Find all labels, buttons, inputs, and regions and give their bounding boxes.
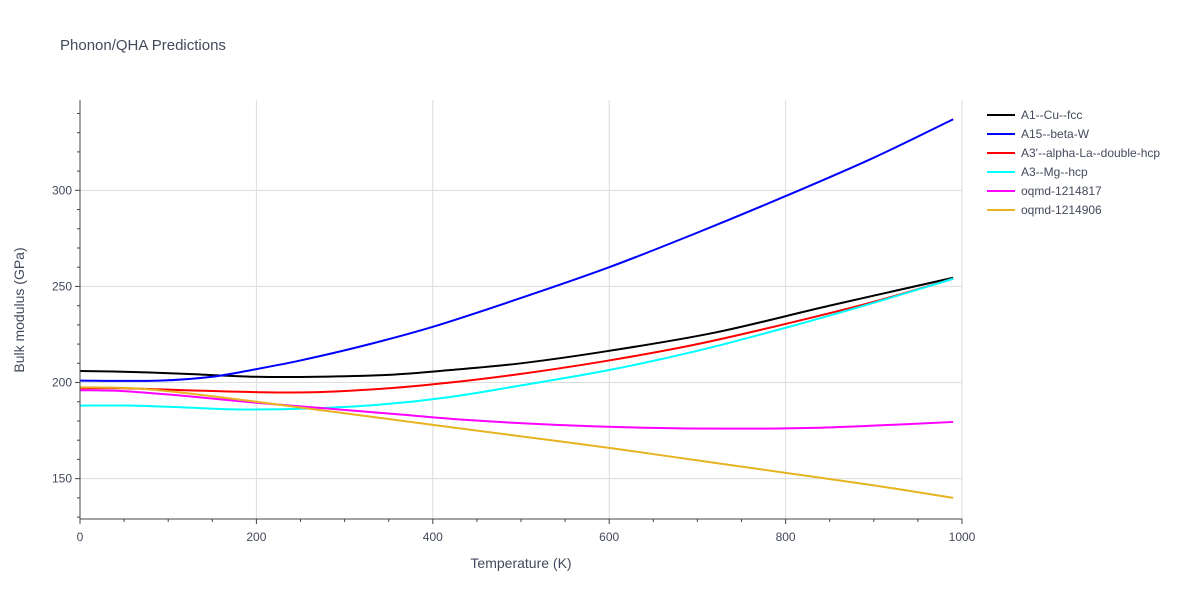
y-tick-label: 300 <box>52 183 72 197</box>
y-tick-label: 150 <box>52 472 72 486</box>
series-lines <box>79 118 954 499</box>
legend-item-a3-alpha-la-double-hcp[interactable]: A3'--alpha-La--double-hcp <box>987 146 1160 160</box>
x-axis-title: Temperature (K) <box>470 555 571 571</box>
chart-title: Phonon/QHA Predictions <box>60 37 226 54</box>
legend-item-a1-cu-fcc[interactable]: A1--Cu--fcc <box>987 108 1082 122</box>
legend-item-oqmd-1214817[interactable]: oqmd-1214817 <box>987 184 1102 198</box>
grid-lines <box>80 100 963 519</box>
x-tick-label: 1000 <box>949 530 976 544</box>
axes <box>75 100 963 524</box>
legend-label: A3'--alpha-La--double-hcp <box>1021 146 1160 160</box>
legend-label: A1--Cu--fcc <box>1021 108 1082 122</box>
legend-label: oqmd-1214817 <box>1021 184 1102 198</box>
series-line-oqmd-1214817 <box>79 389 954 430</box>
series-line-oqmd-1214906 <box>79 386 954 499</box>
series-line-a1-cu-fcc <box>79 276 954 379</box>
tick-labels: 0 200 400 600 800 1000 150 200 250 300 <box>52 183 976 544</box>
legend-item-a15-beta-w[interactable]: A15--beta-W <box>987 127 1090 141</box>
legend-label: A15--beta-W <box>1021 127 1090 141</box>
legend-label: A3--Mg--hcp <box>1021 165 1088 179</box>
legend-item-oqmd-1214906[interactable]: oqmd-1214906 <box>987 203 1102 217</box>
legend-label: oqmd-1214906 <box>1021 203 1102 217</box>
x-tick-label: 0 <box>77 530 84 544</box>
y-axis-title: Bulk modulus (GPa) <box>11 247 27 372</box>
x-tick-label: 800 <box>776 530 796 544</box>
y-tick-label: 250 <box>52 279 72 293</box>
series-line-a15-beta-w <box>79 118 954 382</box>
legend-item-a3-mg-hcp[interactable]: A3--Mg--hcp <box>987 165 1088 179</box>
series-line-a3-alpha-la-double-hcp <box>79 277 954 394</box>
x-tick-label: 600 <box>599 530 619 544</box>
x-tick-label: 400 <box>423 530 443 544</box>
legend[interactable]: A1--Cu--fcc A15--beta-W A3'--alpha-La--dou… <box>987 108 1160 217</box>
y-tick-label: 200 <box>52 376 72 390</box>
series-line-a3-mg-hcp <box>79 277 954 411</box>
x-tick-label: 200 <box>246 530 266 544</box>
